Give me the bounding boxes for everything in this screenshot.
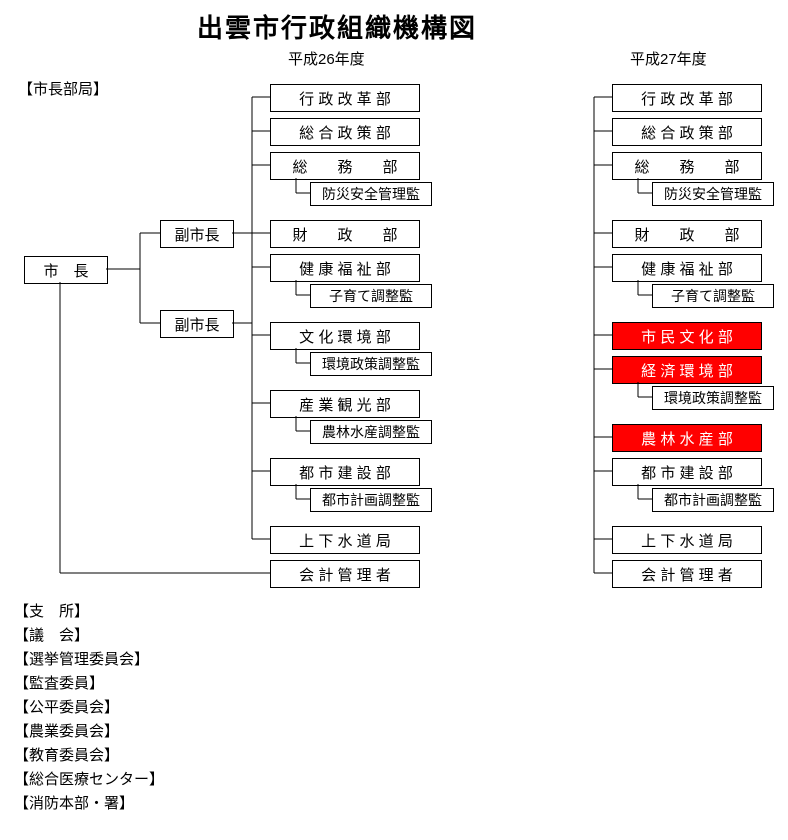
right-dept-7: 農 林 水 産 部	[612, 424, 762, 452]
left-accounting: 会 計 管 理 者	[270, 560, 420, 588]
left-dept-7: 都 市 建 設 部	[270, 458, 420, 486]
vice-mayor-1: 副市長	[160, 220, 234, 248]
right-dept-6: 経 済 環 境 部	[612, 356, 762, 384]
bottom-label-2: 【選挙管理委員会】	[14, 648, 149, 669]
mayor-box: 市 長	[24, 256, 108, 284]
right-dept-9: 上 下 水 道 局	[612, 526, 762, 554]
bottom-label-1: 【議 会】	[14, 624, 89, 645]
right-dept-2-sub: 防災安全管理監	[652, 182, 774, 206]
bottom-label-6: 【教育委員会】	[14, 744, 119, 765]
year-left: 平成26年度	[288, 48, 365, 69]
right-dept-2: 総 務 部	[612, 152, 762, 180]
left-dept-3: 財 政 部	[270, 220, 420, 248]
right-accounting: 会 計 管 理 者	[612, 560, 762, 588]
right-dept-8: 都 市 建 設 部	[612, 458, 762, 486]
bottom-label-8: 【消防本部・署】	[14, 792, 134, 813]
bottom-label-0: 【支 所】	[14, 600, 89, 621]
right-dept-6-sub: 環境政策調整監	[652, 386, 774, 410]
left-dept-2: 総 務 部	[270, 152, 420, 180]
vice-mayor-2: 副市長	[160, 310, 234, 338]
left-dept-6-sub: 農林水産調整監	[310, 420, 432, 444]
right-dept-8-sub: 都市計画調整監	[652, 488, 774, 512]
page-title: 出雲市行政組織機構図	[197, 8, 477, 45]
right-dept-4-sub: 子育て調整監	[652, 284, 774, 308]
mayor-dept-label: 【市長部局】	[18, 78, 108, 99]
right-dept-3: 財 政 部	[612, 220, 762, 248]
bottom-label-4: 【公平委員会】	[14, 696, 119, 717]
bottom-label-3: 【監査委員】	[14, 672, 104, 693]
left-dept-5: 文 化 環 境 部	[270, 322, 420, 350]
left-dept-2-sub: 防災安全管理監	[310, 182, 432, 206]
left-dept-1: 総 合 政 策 部	[270, 118, 420, 146]
left-dept-4-sub: 子育て調整監	[310, 284, 432, 308]
right-dept-5: 市 民 文 化 部	[612, 322, 762, 350]
left-dept-6: 産 業 観 光 部	[270, 390, 420, 418]
bottom-label-7: 【総合医療センター】	[14, 768, 164, 789]
left-dept-0: 行 政 改 革 部	[270, 84, 420, 112]
left-dept-4: 健 康 福 祉 部	[270, 254, 420, 282]
right-dept-1: 総 合 政 策 部	[612, 118, 762, 146]
right-dept-0: 行 政 改 革 部	[612, 84, 762, 112]
left-dept-7-sub: 都市計画調整監	[310, 488, 432, 512]
left-dept-8: 上 下 水 道 局	[270, 526, 420, 554]
year-right: 平成27年度	[630, 48, 707, 69]
left-dept-5-sub: 環境政策調整監	[310, 352, 432, 376]
right-dept-4: 健 康 福 祉 部	[612, 254, 762, 282]
bottom-label-5: 【農業委員会】	[14, 720, 119, 741]
